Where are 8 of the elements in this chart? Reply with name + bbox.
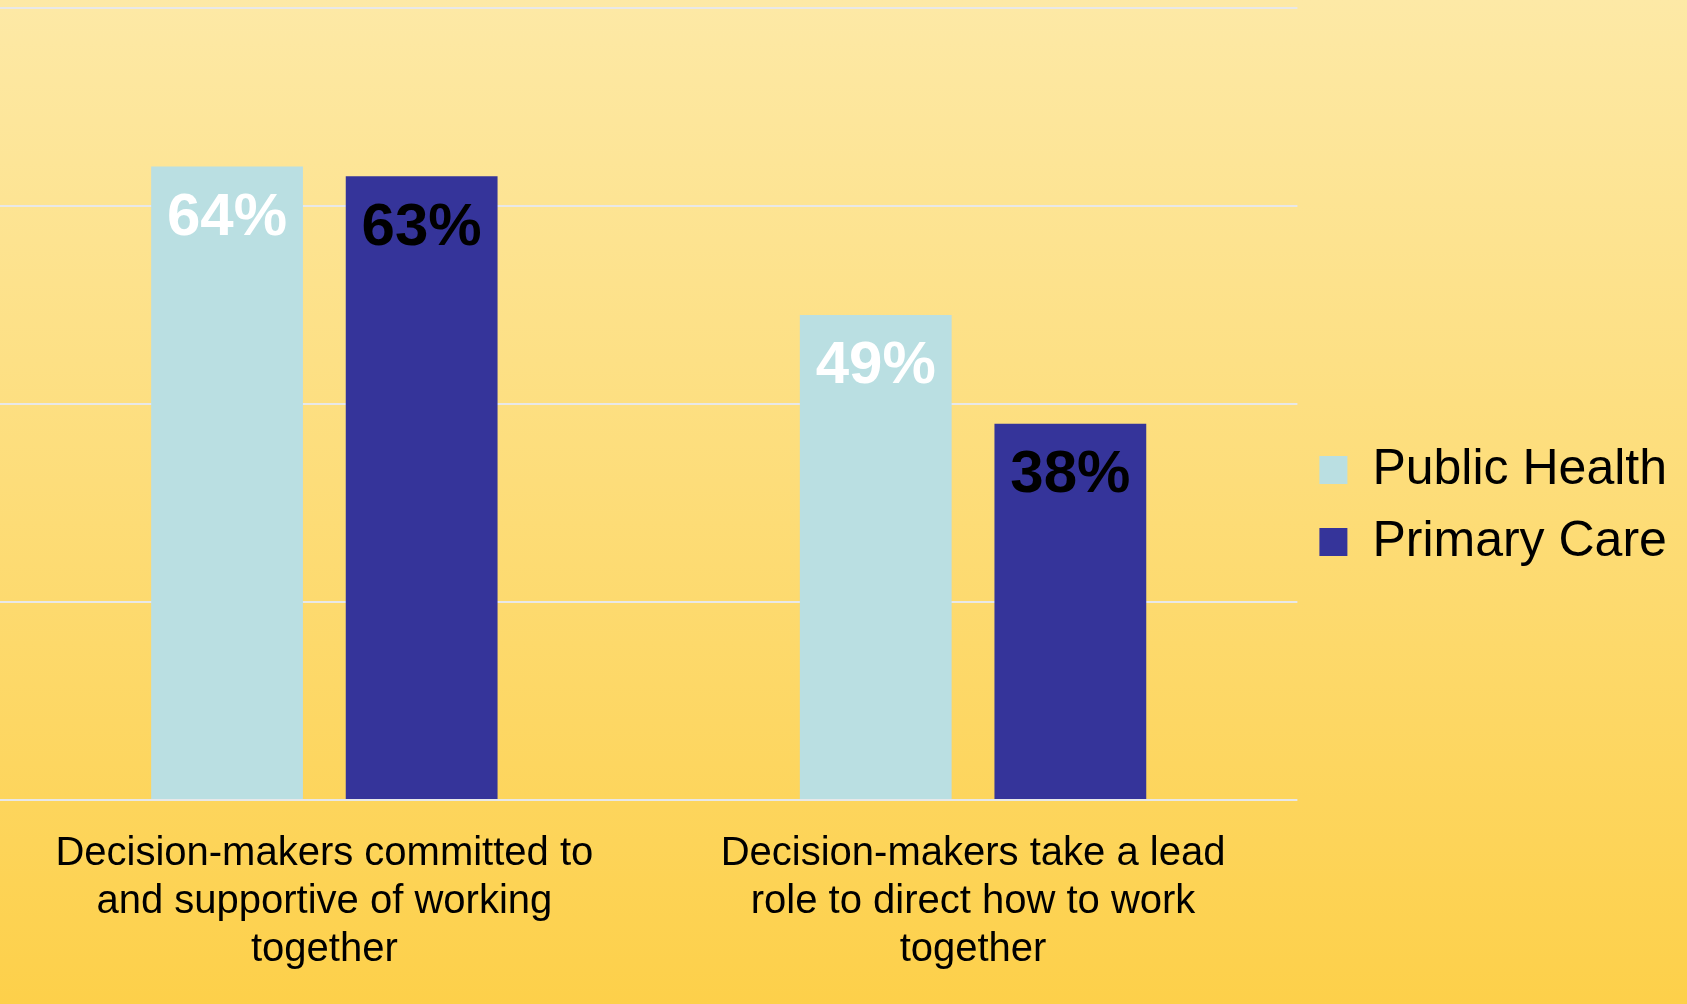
data-label: 63% xyxy=(361,190,482,258)
legend-label: Public Health xyxy=(1372,438,1667,495)
legend-label: Primary Care xyxy=(1372,510,1667,567)
data-label: 38% xyxy=(1010,438,1131,506)
x-tick-label: Decision-makers take a lead role to direct how to work together xyxy=(720,829,1226,970)
data-label: 64% xyxy=(167,180,288,248)
x-tick-label: Decision-makers committed to and supportive of working together xyxy=(55,829,594,970)
data-label: 49% xyxy=(815,329,936,397)
